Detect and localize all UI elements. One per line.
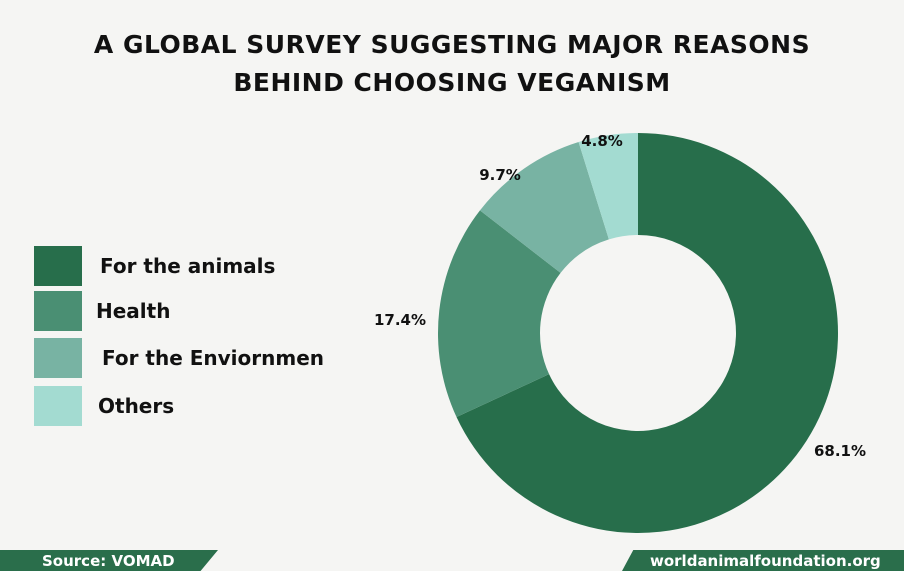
source-text: Source: VOMAD xyxy=(42,552,175,570)
title-line-2: BEHIND CHOOSING VEGANISM xyxy=(233,68,671,97)
legend-label-others: Others xyxy=(98,394,175,418)
slice-health xyxy=(438,210,561,418)
slice-label-health: 17.4% xyxy=(374,311,426,329)
slice-others xyxy=(578,133,638,240)
legend-item-animals: For the animals xyxy=(34,246,364,286)
legend-label-health: Health xyxy=(96,299,171,323)
slice-label-animals: 68.1% xyxy=(814,442,866,460)
slice-animals xyxy=(456,133,838,533)
legend-swatch-health xyxy=(34,291,82,331)
slice-label-others: 4.8% xyxy=(581,132,623,150)
legend-item-environment: For the Enviornmen xyxy=(34,338,364,378)
legend-swatch-environment xyxy=(34,338,82,378)
legend-label-environment: For the Enviornmen xyxy=(102,346,325,370)
website-text: worldanimalfoundation.org xyxy=(650,552,881,570)
legend-item-others: Others xyxy=(34,386,364,426)
legend-swatch-others xyxy=(34,386,82,426)
chart-title: A GLOBAL SURVEY SUGGESTING MAJOR REASONS… xyxy=(0,26,904,102)
website-banner: worldanimalfoundation.org xyxy=(622,550,904,571)
source-banner: Source: VOMAD xyxy=(0,550,218,571)
legend-label-animals: For the animals xyxy=(100,254,276,278)
legend-item-health: Health xyxy=(34,291,364,331)
slice-label-environment: 9.7% xyxy=(479,166,521,184)
legend-swatch-animals xyxy=(34,246,82,286)
title-line-1: A GLOBAL SURVEY SUGGESTING MAJOR REASONS xyxy=(93,30,811,59)
slice-environment xyxy=(479,142,609,273)
